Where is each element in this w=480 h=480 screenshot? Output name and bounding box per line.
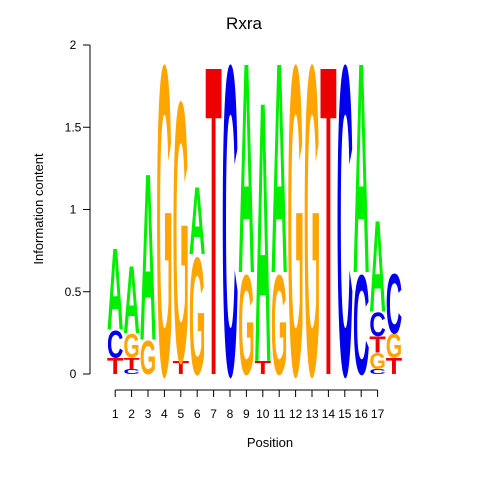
logo-letter-A: A	[189, 167, 205, 274]
logo-letter-G: G	[189, 224, 205, 411]
letter-stack: GA	[271, 1, 287, 405]
y-tick-label: 1	[70, 203, 77, 217]
logo-letter-T: T	[173, 357, 189, 378]
letter-stack: TA	[255, 23, 271, 439]
letter-stack: C	[337, 0, 353, 469]
x-tick-label: 7	[210, 407, 217, 421]
x-tick-label: 2	[128, 407, 135, 421]
x-tick-label: 11	[273, 407, 286, 421]
y-tick-label: 2	[70, 38, 77, 52]
logo-letter-C: C	[369, 368, 385, 376]
letter-stack: TCA	[107, 224, 123, 379]
chart-title: Rxra	[226, 14, 262, 33]
x-tick-label: 13	[305, 407, 319, 421]
letter-stack: G	[304, 0, 320, 469]
logo-letter-A: A	[107, 224, 123, 355]
logo-letter-G: G	[271, 245, 287, 404]
logo-letter-C: C	[107, 322, 123, 366]
logo-letter-C: C	[123, 368, 139, 376]
x-tick-label: 17	[371, 407, 385, 421]
logo-letter-C: C	[222, 0, 238, 469]
logo-letter-T: T	[369, 332, 385, 358]
x-tick-label: 8	[227, 407, 234, 421]
x-tick-label: 1	[112, 407, 119, 421]
letter-stack: GA	[238, 1, 254, 405]
x-tick-label: 14	[322, 407, 336, 421]
x-axis: 1 2 3 4 5 6 7 8 9 10 11 12 13 14 15 16 17	[112, 389, 385, 421]
x-tick-label: 6	[194, 407, 201, 421]
y-tick-label: 0.5	[65, 285, 82, 299]
y-axis-label: Information content	[31, 153, 46, 265]
x-tick-label: 12	[289, 407, 303, 421]
letter-stack: TG	[173, 23, 189, 440]
letter-stack: C	[222, 0, 238, 469]
logo-letter-A: A	[369, 193, 385, 339]
logo-letter-C: C	[337, 0, 353, 469]
letter-stack: GA	[189, 167, 205, 410]
letter-stack: T	[320, 0, 336, 469]
x-tick-label: 15	[338, 407, 352, 421]
logo-letter-A: A	[353, 1, 369, 337]
x-tick-label: 4	[161, 407, 168, 421]
logo-letter-A: A	[238, 1, 254, 337]
letter-stack: T	[205, 0, 221, 469]
x-tick-label: 3	[145, 407, 152, 421]
x-tick-label: 16	[355, 407, 369, 421]
logo-letter-G: G	[386, 327, 402, 366]
letter-stack: G	[287, 0, 303, 469]
logo-letter-A: A	[271, 1, 287, 337]
logo-letter-T: T	[123, 355, 140, 373]
x-axis-label: Position	[247, 435, 293, 450]
logo-letter-G: G	[287, 0, 303, 469]
y-tick-label: 0	[70, 367, 77, 381]
x-tick-label: 10	[256, 407, 270, 421]
logo-letter-G: G	[369, 348, 385, 374]
x-tick-label: 5	[177, 407, 184, 421]
letter-stack: TGC	[386, 258, 402, 380]
logo-letter-G: G	[238, 245, 254, 404]
logo-letter-G: G	[140, 330, 156, 384]
logo-letter-G: G	[173, 23, 189, 440]
logo-letter-G: G	[123, 327, 139, 366]
logo-letter-A: A	[123, 246, 139, 353]
letter-stack: G	[156, 0, 172, 469]
logo-letter-T: T	[107, 354, 123, 380]
letter-stack: CA	[353, 1, 369, 404]
letter-stack: GA	[140, 123, 156, 390]
logo-letter-G: G	[156, 0, 172, 469]
logo-letter-C: C	[369, 307, 385, 345]
y-axis: 0 0.5 1 1.5 2	[65, 38, 91, 381]
logo-letter-T: T	[205, 0, 221, 469]
logo-letter-T: T	[320, 0, 336, 469]
logo-letter-A: A	[255, 23, 271, 439]
logo-letter-C: C	[386, 258, 402, 352]
y-tick-label: 1.5	[65, 120, 82, 134]
logo-letter-C: C	[353, 246, 369, 405]
logo-letter-A: A	[140, 123, 156, 390]
logo-letter-G: G	[304, 0, 320, 469]
logo-letter-T: T	[386, 354, 402, 380]
logo-letter-T: T	[255, 357, 271, 378]
x-tick-label: 9	[243, 407, 250, 421]
